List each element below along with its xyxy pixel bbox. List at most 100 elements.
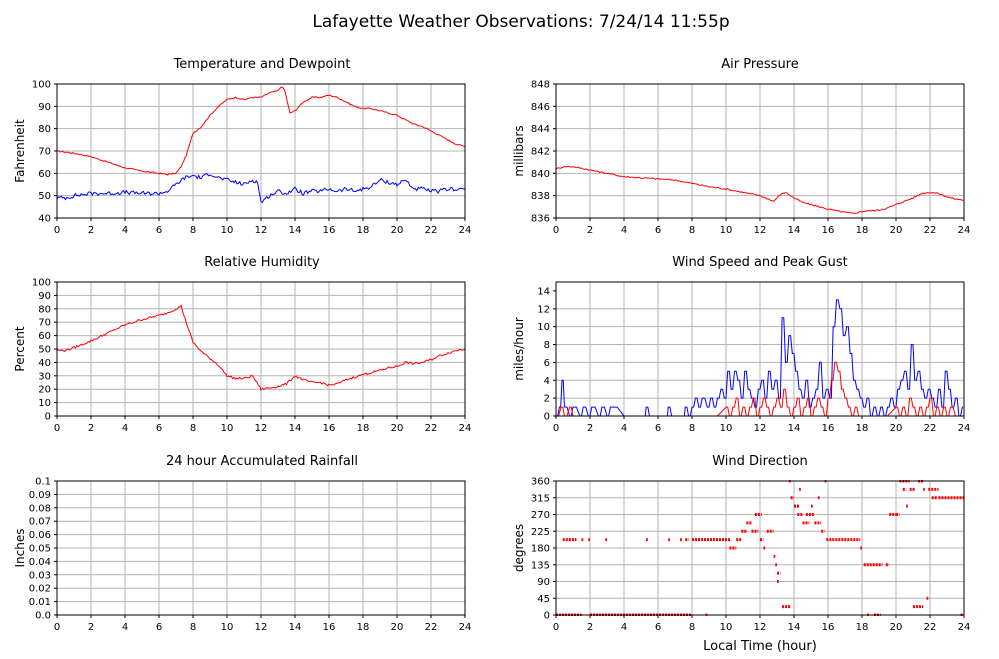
- direction-xtick-label: 22: [924, 622, 937, 633]
- rain-xtick-label: 18: [357, 622, 370, 633]
- pressure-ytick-label: 838: [531, 191, 550, 202]
- humidity-ytick-label: 70: [38, 318, 51, 329]
- humidity-plot-area: [57, 304, 465, 391]
- pressure-xtick-label: 2: [587, 225, 593, 236]
- wind-xtick-label: 6: [655, 423, 661, 434]
- humidity-ytick-label: 80: [38, 304, 51, 315]
- wind-ytick-label: 14: [537, 286, 550, 297]
- rain-ytick-label: 0.09: [29, 490, 51, 501]
- rain-xtick-label: 8: [190, 622, 196, 633]
- direction-xtick-label: 4: [621, 622, 627, 633]
- pressure-xtick-label: 14: [788, 225, 801, 236]
- wind-xtick-label: 18: [856, 423, 869, 434]
- pressure-xtick-label: 22: [924, 225, 937, 236]
- rain-xtick-label: 0: [54, 622, 60, 633]
- temp-xtick-label: 8: [190, 225, 196, 236]
- temp-xtick-label: 14: [289, 225, 302, 236]
- rain-ytick-label: 0.06: [29, 530, 51, 541]
- direction-title: Wind Direction: [712, 454, 808, 469]
- rain-xtick-label: 24: [459, 622, 472, 633]
- temp-xtick-label: 20: [391, 225, 404, 236]
- wind-xtick-label: 0: [553, 423, 559, 434]
- direction-xtick-label: 8: [689, 622, 695, 633]
- direction-ytick-label: 315: [531, 493, 550, 504]
- wind-ytick-label: 0: [544, 412, 550, 423]
- wind-xtick-label: 10: [720, 423, 733, 434]
- temp-xtick-label: 4: [122, 225, 128, 236]
- pressure-xtick-label: 18: [856, 225, 869, 236]
- wind-ytick-label: 4: [544, 376, 550, 387]
- wind-xtick-label: 8: [689, 423, 695, 434]
- humidity-ytick-label: 30: [38, 371, 51, 382]
- rain-title: 24 hour Accumulated Rainfall: [166, 454, 358, 469]
- rain-ytick-label: 0.02: [29, 584, 51, 595]
- direction-ytick-label: 45: [537, 594, 550, 605]
- direction-xtick-label: 10: [720, 622, 733, 633]
- humidity-xtick-label: 10: [221, 423, 234, 434]
- temp-xtick-label: 6: [156, 225, 162, 236]
- pressure-xtick-label: 20: [890, 225, 903, 236]
- direction-ytick-label: 180: [531, 544, 550, 555]
- direction-xtick-label: 16: [822, 622, 835, 633]
- rain-xtick-label: 22: [425, 622, 438, 633]
- pressure-xtick-label: 24: [958, 225, 971, 236]
- temp-xtick-label: 24: [459, 225, 472, 236]
- pressure-ytick-label: 846: [531, 102, 550, 113]
- humidity-xtick-label: 12: [255, 423, 268, 434]
- humidity-ytick-label: 100: [32, 278, 51, 289]
- pressure-xtick-label: 0: [553, 225, 559, 236]
- page-title: Lafayette Weather Observations: 7/24/14 …: [312, 12, 729, 32]
- direction-xtick-label: 24: [958, 622, 971, 633]
- humidity-ytick-label: 20: [38, 385, 51, 396]
- rain-xtick-label: 10: [221, 622, 234, 633]
- pressure-xtick-label: 16: [822, 225, 835, 236]
- direction-xtick-label: 20: [890, 622, 903, 633]
- humidity-ytick-label: 0: [45, 412, 51, 423]
- rain-xtick-label: 2: [88, 622, 94, 633]
- humidity-ytick-label: 60: [38, 331, 51, 342]
- rain-ytick-label: 0.04: [29, 557, 51, 568]
- pressure-ytick-label: 842: [531, 147, 550, 158]
- wind-xtick-label: 4: [621, 423, 627, 434]
- humidity-xtick-label: 6: [156, 423, 162, 434]
- rain-xtick-label: 14: [289, 622, 302, 633]
- direction-xtick-label: 14: [788, 622, 801, 633]
- pressure-xtick-label: 6: [655, 225, 661, 236]
- wind-xtick-label: 22: [924, 423, 937, 434]
- temp-xtick-label: 22: [425, 225, 438, 236]
- humidity-ytick-label: 50: [38, 345, 51, 356]
- direction-ytick-label: 360: [531, 477, 550, 488]
- direction-xtick-label: 0: [553, 622, 559, 633]
- direction-ytick-label: 90: [537, 577, 550, 588]
- temp-ylabel: Fahrenheit: [13, 119, 27, 183]
- temp-plot-area: [57, 86, 465, 204]
- temp-ytick-label: 40: [38, 214, 51, 225]
- direction-ytick-label: 135: [531, 560, 550, 571]
- humidity-xtick-label: 24: [459, 423, 472, 434]
- temp-ytick-label: 50: [38, 191, 51, 202]
- rain-ytick-label: 0.07: [29, 517, 51, 528]
- direction-xtick-label: 18: [856, 622, 869, 633]
- humidity-xtick-label: 16: [323, 423, 336, 434]
- direction-ytick-label: 225: [531, 527, 550, 538]
- pressure-plot-area: [556, 165, 964, 214]
- pressure-series-line: [556, 165, 964, 214]
- pressure-ytick-label: 836: [531, 214, 550, 225]
- temp-title: Temperature and Dewpoint: [173, 57, 351, 72]
- temp-ytick-label: 80: [38, 124, 51, 135]
- wind-xtick-label: 16: [822, 423, 835, 434]
- direction-ytick-label: 270: [531, 510, 550, 521]
- rain-xtick-label: 4: [122, 622, 128, 633]
- direction-xtick-label: 2: [587, 622, 593, 633]
- pressure-xtick-label: 10: [720, 225, 733, 236]
- temp-xtick-label: 18: [357, 225, 370, 236]
- temp-xtick-label: 16: [323, 225, 336, 236]
- temp-ytick-label: 70: [38, 147, 51, 158]
- humidity-ytick-label: 40: [38, 358, 51, 369]
- pressure-xtick-label: 8: [689, 225, 695, 236]
